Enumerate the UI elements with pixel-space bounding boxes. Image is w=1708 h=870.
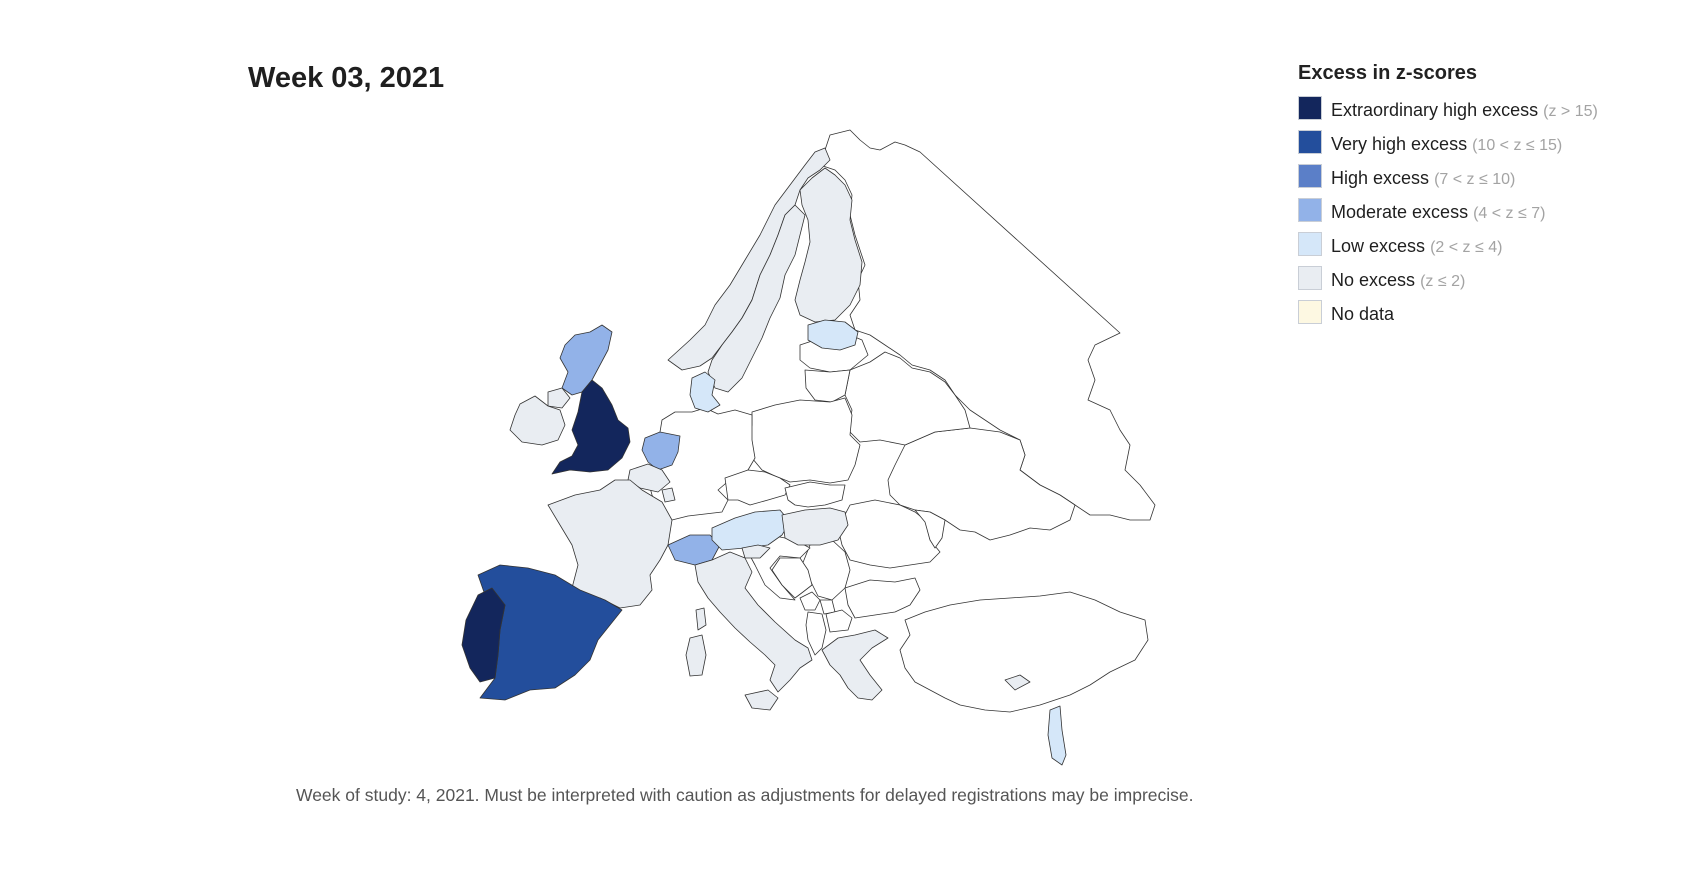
legend-range: (z > 15) [1543,103,1598,120]
region-albania[interactable] [805,611,827,656]
region-england[interactable] [551,379,631,475]
region-israel[interactable] [1047,705,1067,766]
legend-label: No data [1331,300,1616,329]
legend-label: Very high excess (10 < z ≤ 15) [1331,130,1616,160]
map-title: Week 03, 2021 [248,62,445,94]
region-poland[interactable] [747,397,861,484]
region-kosovo[interactable] [819,599,836,615]
region-montenegro[interactable] [799,591,821,611]
region-switzerland[interactable] [667,534,721,566]
legend-label-text: Very high excess [1331,134,1468,154]
footnote: Week of study: 4, 2021. Must be interpre… [296,785,1194,805]
region-northern-ireland[interactable] [547,387,571,409]
region-ireland[interactable] [509,395,566,446]
region-denmark[interactable] [689,371,721,413]
region-scotland[interactable] [559,324,613,396]
region-sweden[interactable] [707,204,806,393]
legend-item[interactable]: Very high excess (10 < z ≤ 15) [1298,127,1628,161]
legend-swatch [1298,130,1322,154]
region-bulgaria[interactable] [844,577,921,619]
legend-item[interactable]: No data [1298,297,1628,331]
region-portugal[interactable] [461,587,506,683]
legend-items: Extraordinary high excess (z > 15) Very h… [1298,93,1628,331]
region-sardinia[interactable] [685,634,707,677]
legend-label: Low excess (2 < z ≤ 4) [1331,232,1616,262]
legend-swatch [1298,232,1322,256]
legend-range: (7 < z ≤ 10) [1434,171,1516,188]
legend-item[interactable]: Moderate excess (4 < z ≤ 7) [1298,195,1628,229]
legend-range: (2 < z ≤ 4) [1430,239,1503,256]
legend-swatch [1298,96,1322,120]
region-finland[interactable] [794,167,863,323]
region-lithuania[interactable] [804,369,851,403]
region-czechia[interactable] [724,469,791,506]
region-netherlands[interactable] [641,431,681,471]
region-corsica[interactable] [695,607,707,631]
region-north-macedonia[interactable] [825,609,853,633]
region-cyprus[interactable] [1004,674,1031,691]
legend-label-text: No excess [1331,270,1416,290]
region-italy[interactable] [694,551,813,693]
legend-item[interactable]: Low excess (2 < z ≤ 4) [1298,229,1628,263]
legend-swatch [1298,300,1322,324]
region-slovenia[interactable] [741,544,771,559]
legend-range: (z ≤ 2) [1420,273,1466,290]
legend-label-text: High excess [1331,168,1430,188]
region-estonia[interactable] [807,319,859,351]
legend-label-text: Low excess [1331,236,1426,256]
region-bosnia[interactable] [771,557,813,599]
legend-label-text: No data [1331,304,1395,324]
legend-label-text: Extraordinary high excess [1331,100,1539,120]
legend-item[interactable]: Extraordinary high excess (z > 15) [1298,93,1628,127]
legend-title: Excess in z-scores [1298,62,1477,84]
legend-range: (4 < z ≤ 7) [1473,205,1546,222]
region-romania[interactable] [837,499,941,569]
region-moldova[interactable] [914,509,946,549]
legend-label: Moderate excess (4 < z ≤ 7) [1331,198,1616,228]
region-luxembourg[interactable] [661,487,676,503]
region-slovakia[interactable] [784,481,846,508]
legend-label: Extraordinary high excess (z > 15) [1331,96,1616,126]
legend-label: High excess (7 < z ≤ 10) [1331,164,1616,194]
legend: Excess in z-scores Extraordinary high ex… [1298,62,1628,331]
legend-swatch [1298,164,1322,188]
legend-item[interactable]: High excess (7 < z ≤ 10) [1298,161,1628,195]
region-greece[interactable] [821,629,889,701]
legend-label: No excess (z ≤ 2) [1331,266,1616,296]
legend-item[interactable]: No excess (z ≤ 2) [1298,263,1628,297]
region-france[interactable] [547,479,673,609]
legend-swatch [1298,198,1322,222]
region-austria[interactable] [711,509,791,551]
region-turkey[interactable] [899,591,1149,713]
legend-range: (10 < z ≤ 15) [1472,137,1563,154]
legend-swatch [1298,266,1322,290]
region-sicily[interactable] [744,689,779,711]
region-hungary[interactable] [781,507,849,546]
legend-label-text: Moderate excess [1331,202,1469,222]
